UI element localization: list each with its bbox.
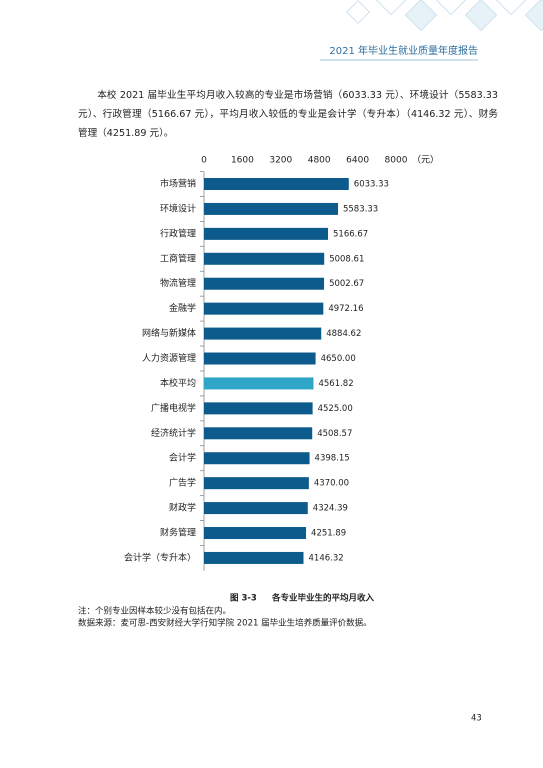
bar	[204, 277, 325, 290]
x-tick-label: 0	[201, 156, 207, 166]
page-number: 43	[471, 714, 482, 724]
bar	[204, 327, 322, 340]
value-label: 4884.62	[326, 329, 361, 339]
bar	[204, 502, 308, 515]
value-label: 5002.67	[329, 279, 364, 289]
x-tick-label: 8000	[385, 156, 408, 166]
value-label: 4561.82	[318, 379, 353, 389]
category-label: 物流管理	[160, 277, 196, 289]
bar	[204, 178, 349, 190]
value-label: 4650.00	[321, 354, 356, 364]
category-label: 网络与新媒体	[142, 327, 196, 339]
value-label: 4324.39	[313, 504, 348, 514]
bar	[204, 527, 307, 540]
bar	[204, 202, 338, 215]
axis-unit: （元）	[412, 155, 439, 166]
paragraph: 本校 2021 届毕业生平均月收入较高的专业是市场营销（6033.33 元）、环…	[78, 90, 498, 139]
category-label: 广播电视学	[151, 402, 196, 414]
bar	[204, 302, 324, 315]
category-label: 广告学	[169, 477, 196, 489]
value-label: 4525.00	[318, 404, 353, 414]
caption-number: 图 3-3	[230, 594, 257, 604]
note: 注：个别专业因样本较少没有包括在内。	[78, 606, 231, 617]
bar	[204, 227, 329, 240]
x-tick-label: 6400	[346, 156, 369, 166]
bar	[204, 352, 316, 365]
category-label: 人力资源管理	[142, 352, 196, 364]
value-label: 6033.33	[354, 180, 389, 190]
value-label: 4370.00	[314, 479, 349, 489]
bar	[204, 452, 310, 465]
category-label: 会计学	[169, 452, 196, 464]
category-label: 财务管理	[160, 527, 196, 539]
category-label: 财政学	[169, 502, 196, 514]
header-title: 2021 年毕业生就业质量年度报告	[329, 44, 478, 57]
value-label: 4508.57	[317, 429, 352, 439]
value-label: 5583.33	[343, 204, 378, 214]
bar	[204, 252, 325, 265]
x-tick-label: 1600	[231, 156, 254, 166]
value-label: 4251.89	[311, 529, 346, 539]
category-label: 市场营销	[160, 178, 196, 190]
bar	[204, 377, 314, 390]
value-label: 4146.32	[309, 553, 344, 563]
value-label: 5166.67	[333, 229, 368, 239]
category-label: 会计学（专升本）	[124, 551, 196, 563]
value-label: 4972.16	[328, 304, 363, 314]
category-label: 工商管理	[160, 252, 196, 264]
bar	[204, 551, 304, 564]
value-label: 5008.61	[329, 254, 364, 264]
value-label: 4398.15	[315, 454, 350, 464]
bar	[204, 402, 313, 415]
bar	[204, 427, 313, 440]
x-tick-label: 4800	[308, 156, 331, 166]
category-label: 本校平均	[160, 377, 196, 389]
category-label: 经济统计学	[151, 427, 196, 439]
header-decoration	[345, 0, 543, 32]
note: 数据来源：麦可思-西安财经大学行知学院 2021 届毕业生培养质量评价数据。	[78, 618, 372, 629]
x-tick-label: 3200	[269, 156, 292, 166]
category-label: 环境设计	[160, 202, 196, 214]
category-label: 行政管理	[160, 227, 196, 239]
bar	[204, 477, 309, 490]
caption-text: 各专业毕业生的平均月收入	[271, 593, 375, 604]
category-label: 金融学	[169, 302, 196, 314]
